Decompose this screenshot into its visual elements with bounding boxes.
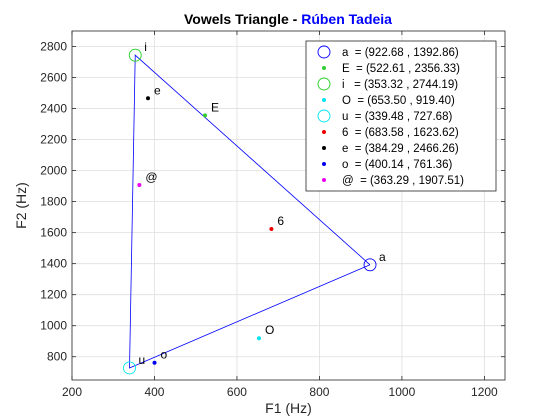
x-tick-label: 600 <box>227 385 247 399</box>
y-tick-label: 2600 <box>40 71 67 85</box>
vowel-point-i <box>128 48 142 62</box>
chart-title-main: Vowels Triangle - <box>184 11 301 27</box>
x-tick-label: 200 <box>62 385 82 399</box>
vowel-triangle-line <box>129 54 371 369</box>
vowel-label-6: 6 <box>277 214 284 228</box>
y-tick-label: 1600 <box>40 226 67 240</box>
x-tick-label: 400 <box>144 385 164 399</box>
vowel-point-o <box>152 360 157 365</box>
y-tick-label: 1000 <box>40 319 67 333</box>
y-tick-label: 2200 <box>40 133 67 147</box>
vowel-label-E: E <box>211 100 219 114</box>
legend-entry-o: o = (400.14 , 761.36) <box>342 159 452 171</box>
axis-ticks: 200 400 600 800 1000 1200 800 1000 1200 1400 1600 1… <box>40 31 505 399</box>
legend-marker-O <box>322 98 326 102</box>
vowel-label-O: O <box>265 323 274 337</box>
vowel-point-O <box>257 336 262 341</box>
vowel-label-e: e <box>154 83 161 97</box>
legend-marker-i <box>317 77 331 91</box>
x-tick-label: 800 <box>309 385 329 399</box>
legend-marker-6 <box>322 130 326 134</box>
legend-entry-e: e = (384.29 , 2466.26) <box>342 143 459 155</box>
vowel-point-e <box>145 96 150 101</box>
vowel-point-u <box>123 361 136 375</box>
legend-entry-a: a = (922.68 , 1392.86) <box>342 47 459 59</box>
legend-items: a = (922.68 , 1392.86) E = (522.61 , 2356… <box>317 45 464 187</box>
legend-entry-O: O = (653.50 , 919.40) <box>342 95 455 107</box>
y-tick-label: 1800 <box>40 195 67 209</box>
y-axis-label: F2 (Hz) <box>13 182 29 229</box>
vowel-label-o: o <box>161 348 168 362</box>
chart-title-author: Rúben Tadeia <box>301 11 392 27</box>
chart-title: Vowels Triangle - Rúben Tadeia <box>184 11 392 27</box>
vowel-label-a: a <box>379 250 386 264</box>
vowel-point-a <box>363 258 377 272</box>
y-tick-label: 2000 <box>40 164 67 178</box>
x-axis-label: F1 (Hz) <box>265 400 312 416</box>
x-tick-label: 1200 <box>471 385 498 399</box>
legend-marker-o <box>322 162 326 166</box>
legend-box <box>305 40 497 192</box>
y-tick-label: 2400 <box>40 102 67 116</box>
data-points <box>123 48 377 375</box>
legend-marker-e <box>322 146 326 150</box>
legend-marker-@ <box>322 178 326 182</box>
legend-entry-u: u = (339.48 , 727.68) <box>342 111 452 123</box>
legend-entry-6: 6 = (683.58 , 1623.62) <box>342 127 459 139</box>
legend-entry-E: E = (522.61 , 2356.33) <box>342 63 460 75</box>
y-tick-label: 2800 <box>40 40 67 54</box>
vowel-point-E <box>203 113 208 118</box>
vowel-point-6 <box>269 226 274 231</box>
triangle-layer <box>129 54 371 369</box>
legend: a = (922.68 , 1392.86) E = (522.61 , 2356… <box>305 40 497 192</box>
point-labels: a Ei Ou 6 e o @ <box>139 40 387 367</box>
vowel-label-@: @ <box>145 170 157 184</box>
vowel-point-@ <box>137 182 142 187</box>
vowel-label-u: u <box>139 353 146 367</box>
axes-box <box>71 30 506 381</box>
legend-marker-E <box>322 66 326 70</box>
y-tick-label: 1200 <box>40 288 67 302</box>
legend-entry-@: @ = (363.29 , 1907.51) <box>342 175 464 187</box>
legend-marker-a <box>317 45 331 59</box>
legend-entry-i: i = (353.32 , 2744.19) <box>342 79 458 91</box>
y-tick-label: 800 <box>47 350 67 364</box>
vowel-label-i: i <box>144 40 147 54</box>
y-tick-label: 1400 <box>40 257 67 271</box>
x-tick-label: 1000 <box>389 385 416 399</box>
legend-marker-u <box>317 109 331 123</box>
